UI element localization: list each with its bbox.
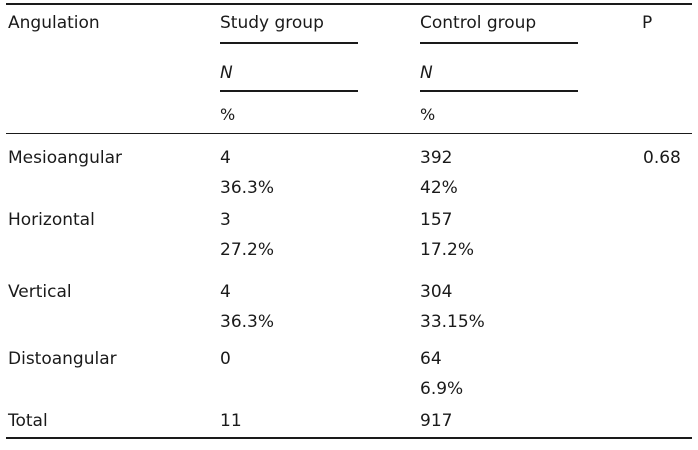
row-label: Vertical xyxy=(8,282,72,302)
header-p: P xyxy=(642,13,653,33)
table-header-rule xyxy=(6,133,692,134)
subheader-control-n: N xyxy=(420,63,433,83)
row-control-n: 304 xyxy=(420,282,453,302)
row-control-pct: 17.2% xyxy=(420,240,475,260)
control-n-underline xyxy=(420,90,578,92)
row-study-n: 3 xyxy=(220,210,231,230)
table-top-rule xyxy=(6,3,692,5)
study-group-underline xyxy=(220,42,358,44)
control-group-underline xyxy=(420,42,578,44)
row-label: Distoangular xyxy=(8,349,117,369)
row-study-pct: 36.3% xyxy=(220,312,275,332)
row-control-pct: 6.9% xyxy=(420,379,464,399)
row-study-n: 4 xyxy=(220,148,231,168)
angulation-table: Angulation Study group Control group P N… xyxy=(6,0,692,450)
row-label: Horizontal xyxy=(8,210,95,230)
row-study-pct: 27.2% xyxy=(220,240,275,260)
row-control-pct: 33.15% xyxy=(420,312,485,332)
total-label: Total xyxy=(8,411,48,431)
total-study-n: 11 xyxy=(220,411,242,431)
study-n-underline xyxy=(220,90,358,92)
subheader-study-n: N xyxy=(220,63,233,83)
total-control-n: 917 xyxy=(420,411,453,431)
row-p-value: 0.68 xyxy=(643,148,681,168)
header-angulation: Angulation xyxy=(8,13,100,33)
row-study-n: 0 xyxy=(220,349,231,369)
subheader-study-pct: % xyxy=(220,105,236,124)
row-study-n: 4 xyxy=(220,282,231,302)
header-control-group: Control group xyxy=(420,13,537,33)
table-bottom-rule xyxy=(6,437,692,439)
row-control-pct: 42% xyxy=(420,178,458,198)
row-control-n: 392 xyxy=(420,148,453,168)
row-study-pct: 36.3% xyxy=(220,178,275,198)
row-control-n: 64 xyxy=(420,349,442,369)
header-study-group: Study group xyxy=(220,13,324,33)
row-label: Mesioangular xyxy=(8,148,122,168)
row-control-n: 157 xyxy=(420,210,453,230)
subheader-control-pct: % xyxy=(420,105,436,124)
